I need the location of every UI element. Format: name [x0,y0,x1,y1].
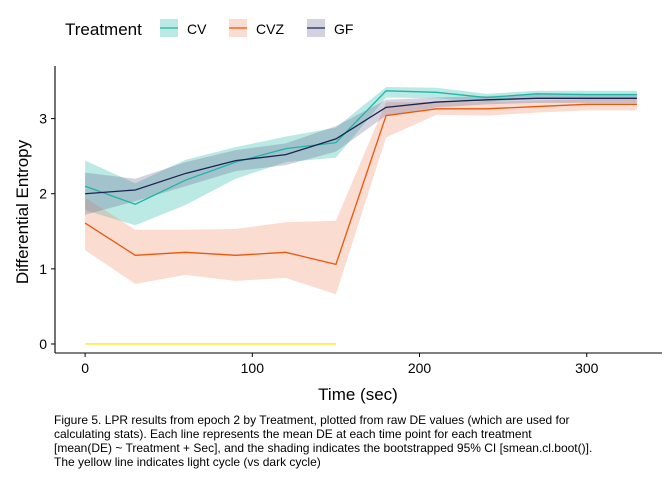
ci-ribbon-cvz [85,99,637,295]
y-tick-label: 0 [39,336,47,352]
y-axis-label: Differential Entropy [13,139,32,284]
y-tick-label: 3 [39,111,47,127]
y-tick-label: 1 [39,261,47,277]
caption-line: calculating stats). Each line represents… [54,427,532,441]
legend-label: CV [187,21,207,37]
caption-line: [mean(DE) ~ Treatment + Sec], and the sh… [54,441,593,455]
figure-caption: Figure 5. LPR results from epoch 2 by Tr… [54,413,654,469]
legend-item-cv: CV [160,19,207,37]
axes: 0 1 2 3 0 100 200 300 [39,66,662,376]
series-line-cvz [84,103,637,266]
line-chart: Treatment CV CVZ GF 0 1 2 3 0 100 200 300 Time (s… [13,19,662,404]
series-line-cv [84,90,637,205]
legend: Treatment CV CVZ GF [65,19,353,39]
y-tick-label: 2 [39,186,47,202]
ci-ribbon-cv [85,87,637,226]
x-tick-label: 0 [81,360,89,376]
legend-title: Treatment [65,20,142,39]
caption-line: The yellow line indicates light cycle (v… [54,455,321,469]
x-axis-label: Time (sec) [318,385,398,404]
x-tick-label: 100 [241,360,265,376]
x-tick-label: 200 [408,360,432,376]
legend-item-gf: GF [307,19,353,37]
ci-ribbon-gf [85,94,637,215]
series-line-gf [85,97,637,195]
x-tick-label: 300 [575,360,599,376]
legend-label: GF [334,21,353,37]
legend-label: CVZ [256,21,284,37]
plot-area [84,87,637,345]
legend-item-cvz: CVZ [229,19,284,37]
caption-line: Figure 5. LPR results from epoch 2 by Tr… [54,413,570,427]
